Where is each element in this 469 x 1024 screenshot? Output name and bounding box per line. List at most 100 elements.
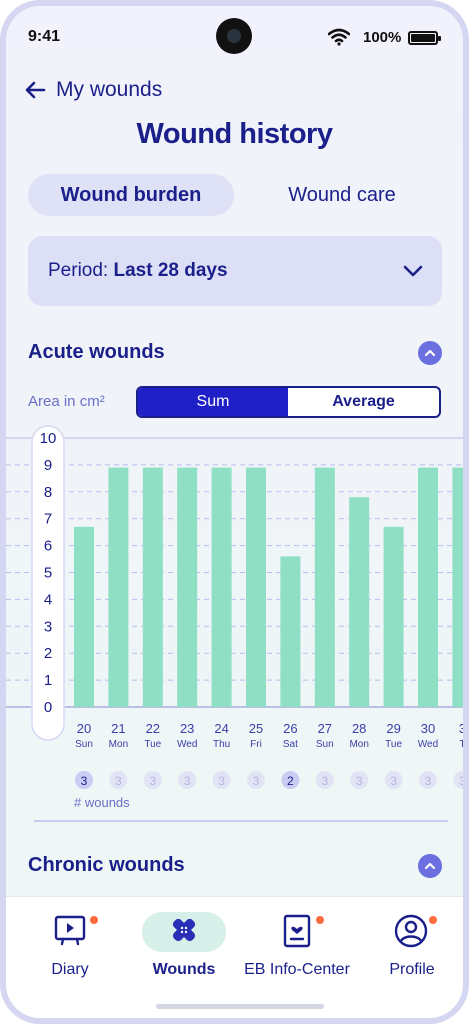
wound-count-badge — [75, 771, 93, 789]
y-tick-label: 5 — [44, 565, 52, 582]
period-label: Period: Last 28 days — [48, 260, 228, 282]
back-link[interactable]: My wounds — [24, 78, 162, 102]
wifi-icon — [328, 28, 350, 46]
wound-count: 3 — [459, 774, 463, 788]
home-indicator — [156, 1004, 324, 1009]
arrow-left-icon — [25, 81, 46, 99]
acute-wounds-chart: 10987654321020Sun321Mon322Tue323Wed324Th… — [6, 425, 463, 810]
battery-percentage: 100% — [363, 29, 402, 46]
page-title: Wound history — [136, 118, 333, 150]
chart-bar — [314, 467, 335, 707]
x-tick-weekday: Wed — [177, 739, 197, 750]
wound-count-badge — [281, 771, 300, 789]
nav-label-eb-info-center: EB Info-Center — [244, 961, 350, 978]
info-center-notification-dot — [316, 916, 324, 924]
period-dropdown[interactable]: Period: Last 28 days — [28, 236, 442, 306]
chart-bar — [349, 497, 370, 707]
back-label: My wounds — [56, 78, 163, 101]
y-tick-label: 0 — [44, 699, 52, 716]
nav-label-profile: Profile — [389, 961, 435, 978]
x-tick-day: 29 — [386, 721, 400, 736]
y-tick-label: 3 — [44, 618, 52, 635]
x-tick-weekday: Tue — [144, 739, 161, 750]
x-tick-weekday: Tue — [385, 739, 402, 750]
y-tick-label: 4 — [44, 591, 52, 608]
x-tick-day: 26 — [283, 721, 297, 736]
sum-option[interactable]: Sum — [138, 388, 288, 416]
acute-wounds-title: Acute wounds — [28, 341, 165, 363]
x-tick-weekday: Mon — [349, 739, 368, 750]
profile-icon — [394, 914, 428, 948]
x-tick-weekday: Sun — [75, 739, 93, 750]
wound-count: 3 — [184, 774, 191, 788]
wound-count: 2 — [287, 774, 294, 788]
chart-bar — [246, 467, 266, 707]
x-tick-weekday: Mon — [109, 739, 128, 750]
y-tick-label: 8 — [44, 484, 52, 501]
camera-cutout — [216, 18, 252, 54]
tab-wound-care[interactable]: Wound care — [288, 184, 396, 206]
nav-item-eb-info-center[interactable]: EB Info-Center — [232, 896, 362, 986]
y-tick-label: 9 — [44, 457, 52, 474]
chevron-up-icon — [424, 349, 436, 357]
y-tick-label: 2 — [44, 645, 52, 662]
nav-item-diary[interactable]: Diary — [20, 896, 120, 986]
x-tick-day: 3 — [459, 721, 463, 736]
wound-count-badge — [453, 771, 463, 789]
nav-item-wounds[interactable]: Wounds — [134, 896, 234, 986]
average-option[interactable]: Average — [332, 393, 395, 410]
y-tick-label: 6 — [44, 538, 52, 555]
wound-count: 3 — [115, 774, 122, 788]
collapse-acute-button[interactable] — [418, 341, 442, 365]
chart-bar — [280, 556, 301, 707]
bandage-icon — [172, 918, 196, 942]
wound-count-badge — [384, 771, 403, 789]
x-tick-day: 21 — [111, 721, 125, 736]
aggregation-toggle: Sum Average — [136, 386, 441, 418]
area-unit-label: Area in cm² — [28, 393, 105, 410]
x-tick-weekday: Wed — [418, 739, 438, 750]
tab-wound-burden[interactable]: Wound burden — [28, 174, 234, 216]
x-tick-day: 20 — [77, 721, 91, 736]
x-tick-weekday: T — [459, 739, 463, 750]
wound-count-badge — [178, 771, 197, 789]
wound-count-badge — [109, 771, 128, 789]
status-time: 9:41 — [28, 28, 61, 45]
x-tick-weekday: Sat — [283, 739, 298, 750]
chart-bar — [177, 467, 198, 707]
wound-count: 3 — [218, 774, 225, 788]
diary-notification-dot — [90, 916, 98, 924]
y-tick-label: 7 — [44, 511, 52, 528]
y-tick-label: 1 — [44, 672, 52, 689]
wound-count-badge — [315, 771, 334, 789]
wound-count: 3 — [390, 774, 397, 788]
x-tick-day: 28 — [352, 721, 366, 736]
nav-item-profile[interactable]: Profile — [362, 896, 462, 986]
x-tick-day: 30 — [421, 721, 435, 736]
y-tick-label: 10 — [40, 430, 57, 447]
x-tick-weekday: Thu — [213, 739, 230, 750]
x-tick-day: 25 — [249, 721, 263, 736]
info-card-icon — [283, 914, 311, 948]
wound-count-badge — [419, 771, 437, 789]
view-tabs: Wound burden Wound care — [28, 174, 448, 216]
x-tick-day: 23 — [180, 721, 194, 736]
wound-count: 3 — [425, 774, 432, 788]
x-tick-day: 22 — [146, 721, 160, 736]
chart-bar — [383, 526, 404, 707]
chart-bar — [211, 467, 232, 707]
video-diary-icon — [54, 915, 86, 946]
chronic-wounds-title: Chronic wounds — [28, 854, 185, 876]
wound-count: 3 — [356, 774, 363, 788]
wound-count: 3 — [149, 774, 156, 788]
x-tick-day: 24 — [214, 721, 228, 736]
wound-count: 3 — [321, 774, 328, 788]
wound-count: 3 — [81, 774, 88, 788]
period-value: Last 28 days — [113, 260, 228, 281]
wound-count: 3 — [253, 774, 260, 788]
chart-bar — [74, 526, 94, 707]
collapse-chronic-button[interactable] — [418, 854, 442, 878]
nav-label-diary: Diary — [51, 961, 89, 978]
wound-count-badge — [350, 771, 369, 789]
